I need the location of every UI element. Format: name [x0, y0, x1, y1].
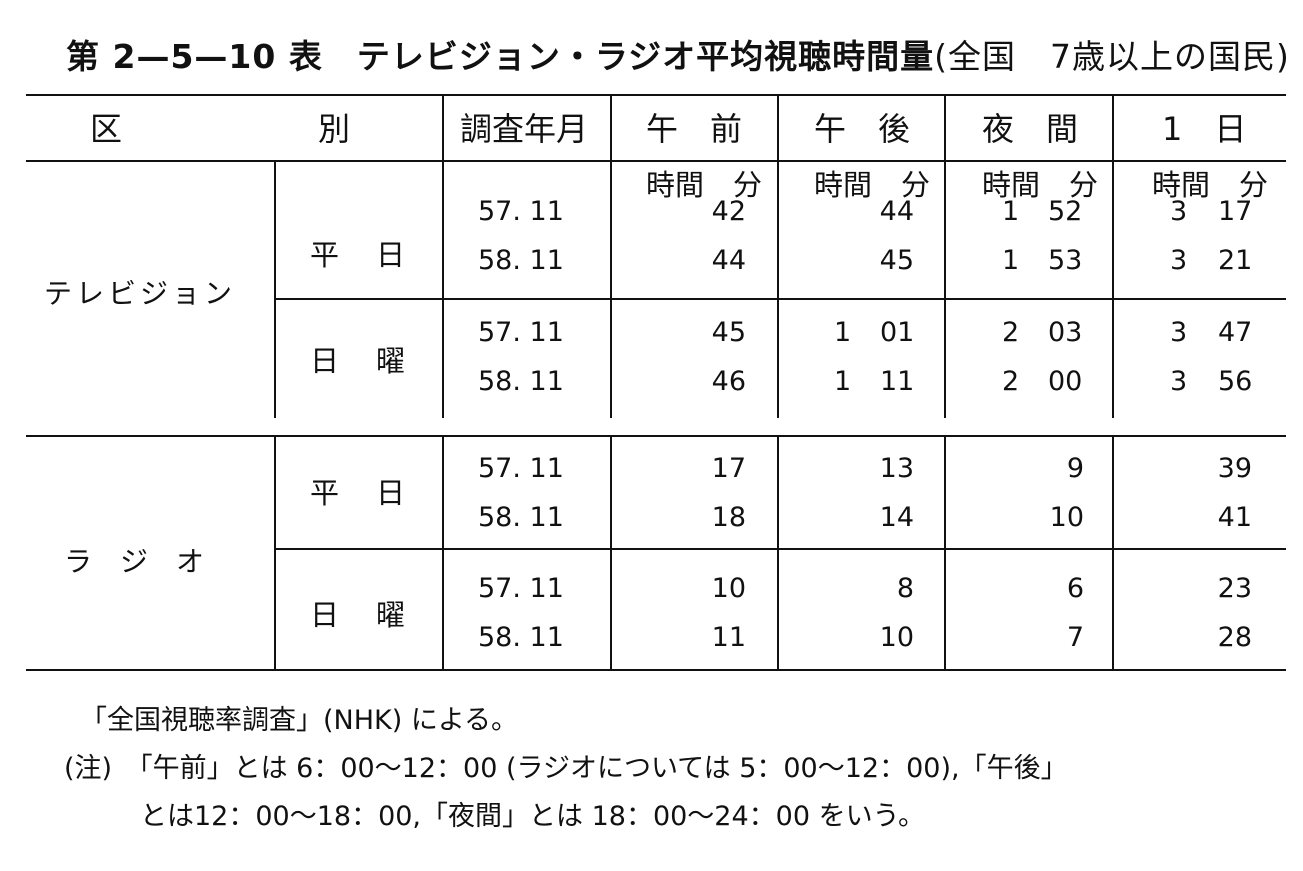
table-title-main: 第 2—5—10 表 テレビジョン・ラジオ平均視聴時間量 [66, 37, 934, 76]
rule-v-gozen-2 [610, 437, 612, 669]
rule-bottom [26, 669, 1286, 671]
table-cell-gogo: 10 [858, 622, 914, 653]
table-cell-day: 28 [1196, 622, 1252, 653]
table-cell-gogo: 8 [858, 573, 914, 604]
header-survey-date: 調査年月 [460, 104, 588, 150]
table-cell-gogo-minutes: 11 [880, 366, 914, 397]
footnote-line-1: (注) 「午前」とは 6：00〜12：00 (ラジオについては 5：00〜12：… [64, 746, 1068, 785]
rule-v-yakan-2 [944, 437, 946, 669]
header-yakan: 夜 間 [982, 104, 1078, 150]
header-kubetsu-1: 区 [90, 104, 122, 150]
table-cell-gogo-hours: 1 [834, 366, 851, 397]
table-cell-yakan-minutes: 52 [1048, 196, 1082, 227]
header-ichinichi: 1 日 [1162, 104, 1246, 150]
table-cell-yakan: 10 [1028, 502, 1084, 533]
table-cell-yakan-minutes: 53 [1048, 245, 1082, 276]
rule-v-gogo-2 [777, 437, 779, 669]
rule-v-day-2 [1112, 437, 1114, 669]
subgroup-label-sunday: 日 [310, 592, 339, 634]
subgroup-label-weekday: 平 [310, 470, 339, 512]
table-cell-day-minutes: 17 [1218, 196, 1252, 227]
table-cell-day-minutes: 56 [1218, 366, 1252, 397]
table-cell-gozen: 42 [690, 196, 746, 227]
table-cell-yakan-minutes: 03 [1048, 317, 1082, 348]
header-gogo: 午 後 [814, 104, 910, 150]
table-cell-yakan-hours: 1 [1002, 196, 1019, 227]
table-cell-day-hours: 3 [1170, 366, 1187, 397]
table-cell-day: 41 [1196, 502, 1252, 533]
rule-v-gogo-1 [777, 94, 779, 418]
rule-v-survey-2 [442, 437, 444, 669]
table-cell-gogo-hours: 1 [834, 317, 851, 348]
table-row-date: 58. 11 [478, 502, 564, 533]
header-gozen: 午 前 [646, 104, 742, 150]
subgroup-label-weekday: 日 [376, 470, 405, 512]
table-cell-gogo: 44 [858, 196, 914, 227]
rule-v-subgroup-tv [274, 162, 276, 418]
subgroup-label-sunday: 日 [310, 338, 339, 380]
table-cell-day-hours: 3 [1170, 196, 1187, 227]
table-cell-yakan: 6 [1028, 573, 1084, 604]
table-cell-day-minutes: 21 [1218, 245, 1252, 276]
rule-v-survey-1 [442, 94, 444, 418]
table-row-date: 58. 11 [478, 366, 564, 397]
footnote-line-2: とは12：00〜18：00,「夜間」とは 18：00〜24：00 をいう。 [140, 794, 925, 833]
table-cell-yakan-hours: 2 [1002, 317, 1019, 348]
table-cell-gogo: 45 [858, 245, 914, 276]
table-title-subtitle: (全国 7歳以上の国民) [934, 37, 1290, 76]
table-cell-gogo-minutes: 01 [880, 317, 914, 348]
table-cell-gogo: 14 [858, 502, 914, 533]
table-cell-gozen: 44 [690, 245, 746, 276]
table-cell-yakan: 9 [1028, 453, 1084, 484]
table-cell-gozen: 10 [690, 573, 746, 604]
subgroup-label-weekday: 平 [310, 232, 339, 274]
table-cell-gozen: 45 [690, 317, 746, 348]
table-cell-day: 23 [1196, 573, 1252, 604]
subgroup-label-weekday: 日 [376, 232, 405, 274]
table-row-date: 58. 11 [478, 245, 564, 276]
subgroup-label-sunday: 曜 [376, 592, 405, 634]
header-kubetsu-2: 別 [318, 104, 350, 150]
table-cell-yakan-minutes: 00 [1048, 366, 1082, 397]
group-label-television: テレビジョン [44, 272, 236, 312]
table-cell-gogo: 13 [858, 453, 914, 484]
table-row-date: 57. 11 [478, 317, 564, 348]
source-note: 「全国視聴率調査」(NHK) による。 [80, 698, 518, 737]
rule-v-subgroup-radio [274, 437, 276, 669]
table-row-date: 57. 11 [478, 573, 564, 604]
table-row-date: 58. 11 [478, 622, 564, 653]
table-row-date: 57. 11 [478, 196, 564, 227]
table-cell-gozen: 46 [690, 366, 746, 397]
rule-v-yakan-1 [944, 94, 946, 418]
table-title: 第 2—5—10 表 テレビジョン・ラジオ平均視聴時間量(全国 7歳以上の国民) [66, 30, 1290, 78]
table-cell-day-minutes: 47 [1218, 317, 1252, 348]
rule-v-day-1 [1112, 94, 1114, 418]
table-cell-day-hours: 3 [1170, 245, 1187, 276]
table-cell-gozen: 18 [690, 502, 746, 533]
rule-top [26, 94, 1286, 96]
rule-radio-sub [276, 548, 1286, 550]
group-label-radio: ラ ジ オ [64, 540, 204, 580]
table-cell-yakan: 7 [1028, 622, 1084, 653]
table-cell-gozen: 11 [690, 622, 746, 653]
table-cell-yakan-hours: 1 [1002, 245, 1019, 276]
table-cell-day: 39 [1196, 453, 1252, 484]
rule-tv-sub [276, 298, 1286, 300]
subgroup-label-sunday: 曜 [376, 338, 405, 380]
rule-group-separator [26, 435, 1286, 437]
table-cell-yakan-hours: 2 [1002, 366, 1019, 397]
table-cell-day-hours: 3 [1170, 317, 1187, 348]
table-row-date: 57. 11 [478, 453, 564, 484]
table-cell-gozen: 17 [690, 453, 746, 484]
rule-v-gozen-1 [610, 94, 612, 418]
